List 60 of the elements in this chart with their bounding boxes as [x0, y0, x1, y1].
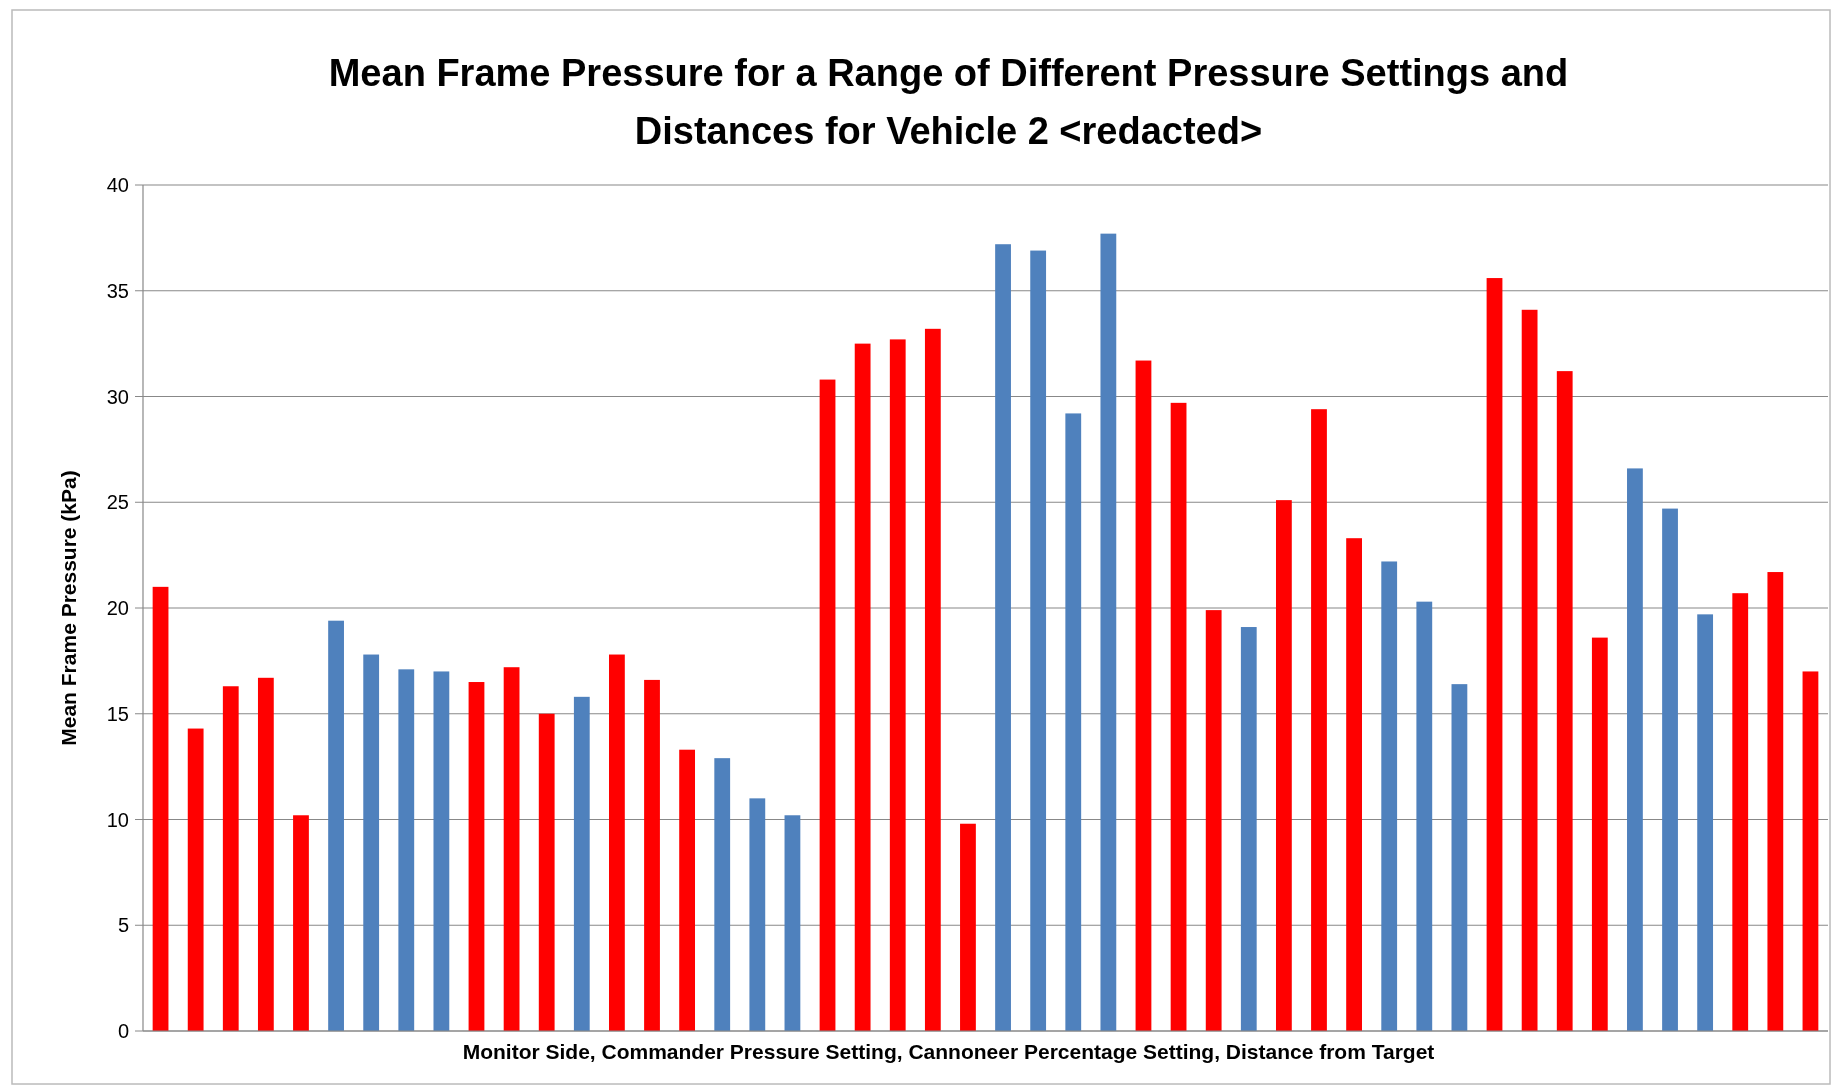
bar	[644, 679, 660, 1031]
bar	[1100, 233, 1117, 1031]
bar	[854, 343, 871, 1031]
bar	[679, 749, 696, 1031]
bar	[1346, 538, 1362, 1031]
bar	[889, 339, 906, 1031]
bar	[1767, 572, 1784, 1031]
bar	[1065, 413, 1082, 1031]
y-tick-label: 20	[106, 597, 129, 619]
y-tick-label: 40	[106, 174, 129, 196]
bar	[960, 823, 976, 1031]
bar	[1521, 309, 1538, 1031]
bar	[1732, 593, 1749, 1031]
bar	[293, 815, 309, 1031]
bar	[538, 713, 555, 1031]
bar	[573, 696, 590, 1031]
bar	[714, 758, 731, 1031]
bar	[1205, 610, 1222, 1031]
bar	[222, 686, 239, 1031]
y-tick-label: 35	[106, 279, 129, 302]
bar	[1030, 250, 1047, 1031]
bar	[609, 654, 625, 1031]
bar	[1802, 671, 1819, 1031]
bar	[1240, 627, 1257, 1031]
bar	[152, 586, 169, 1031]
bar	[1486, 278, 1503, 1031]
bar	[503, 667, 520, 1031]
bar	[1697, 614, 1714, 1031]
bar	[1451, 684, 1468, 1031]
x-axis-title: Monitor Side, Commander Pressure Setting, Cannoneer Percentage Setting, Distance from Target	[462, 1040, 1435, 1063]
bar	[398, 669, 415, 1031]
bar	[784, 815, 801, 1031]
bar	[819, 379, 836, 1031]
bar	[363, 654, 380, 1031]
bar	[749, 798, 766, 1031]
y-tick-label: 30	[106, 385, 129, 408]
bar	[1556, 371, 1573, 1031]
y-tick-label: 0	[117, 1020, 129, 1042]
bar	[187, 728, 204, 1031]
bar	[1662, 508, 1678, 1031]
bar	[1311, 409, 1327, 1031]
bar	[1135, 360, 1152, 1031]
chart-title: Mean Frame Pressure for a Range of Different Pressure Settings and Distances for Vehicle 2 <redacted>	[328, 52, 1569, 152]
bar	[257, 677, 274, 1031]
y-tick-label: 5	[117, 914, 129, 937]
bar	[1627, 468, 1643, 1031]
y-tick-label: 15	[106, 702, 129, 725]
bar	[924, 328, 941, 1031]
bar	[1170, 402, 1187, 1031]
bar	[1275, 500, 1292, 1031]
bar	[995, 244, 1011, 1031]
y-tick-label: 25	[106, 491, 129, 514]
bar	[1591, 637, 1608, 1031]
bar	[1416, 601, 1433, 1031]
bar	[468, 682, 485, 1031]
y-tick-label: 10	[106, 808, 129, 831]
bar	[433, 671, 450, 1031]
bar	[1381, 561, 1398, 1031]
bar	[328, 620, 344, 1031]
y-axis-title: Mean Frame Pressure (kPa)	[57, 470, 80, 746]
